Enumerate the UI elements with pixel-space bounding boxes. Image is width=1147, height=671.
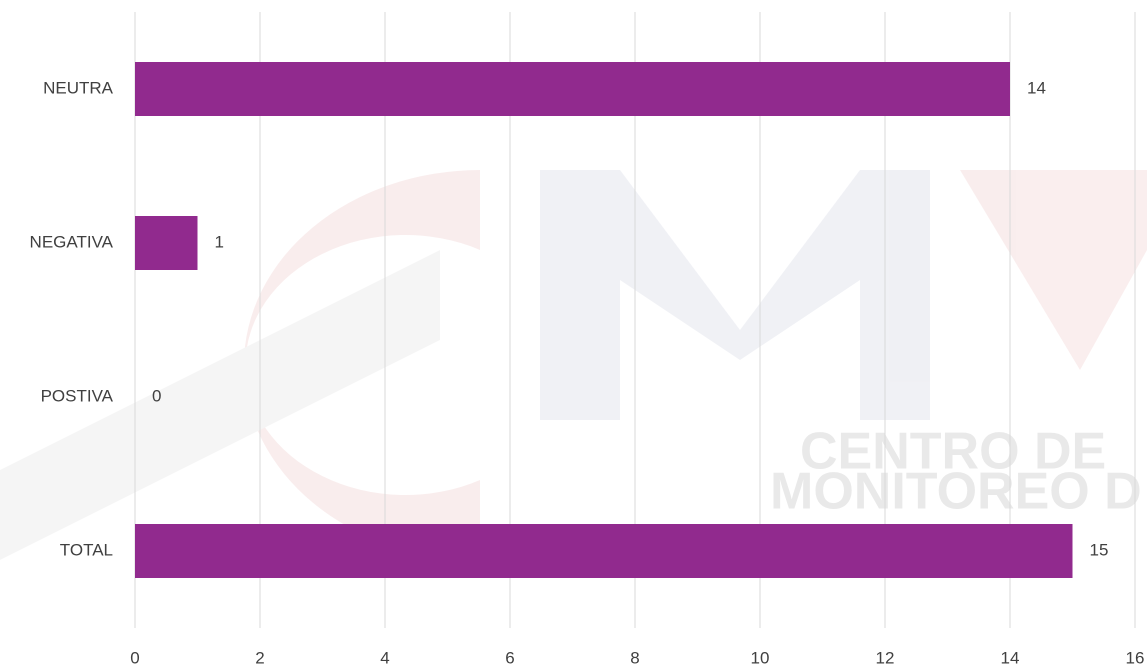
y-tick-label: NEUTRA xyxy=(43,78,114,97)
x-tick-label: 14 xyxy=(1001,648,1020,667)
y-tick-label: POSTIVA xyxy=(41,386,114,405)
x-tick-label: 10 xyxy=(751,648,770,667)
watermark-logo xyxy=(0,170,1147,560)
x-tick-label: 6 xyxy=(505,648,514,667)
bar xyxy=(135,524,1073,578)
x-tick-label: 16 xyxy=(1126,648,1145,667)
y-tick-label: TOTAL xyxy=(60,540,113,559)
data-label: 14 xyxy=(1027,78,1046,97)
y-tick-label: NEGATIVA xyxy=(30,232,114,251)
x-tick-label: 0 xyxy=(130,648,139,667)
watermark-text: MONITOREO D xyxy=(770,463,1142,521)
bar xyxy=(135,216,198,270)
data-label: 15 xyxy=(1090,540,1109,559)
x-tick-label: 2 xyxy=(255,648,264,667)
data-label: 1 xyxy=(215,232,224,251)
x-tick-label: 4 xyxy=(380,648,389,667)
data-label: 0 xyxy=(152,386,161,405)
x-tick-label: 12 xyxy=(876,648,895,667)
watermark-text: CENTRO DE xyxy=(800,423,1106,481)
x-tick-label: 8 xyxy=(630,648,639,667)
bar xyxy=(135,62,1010,116)
